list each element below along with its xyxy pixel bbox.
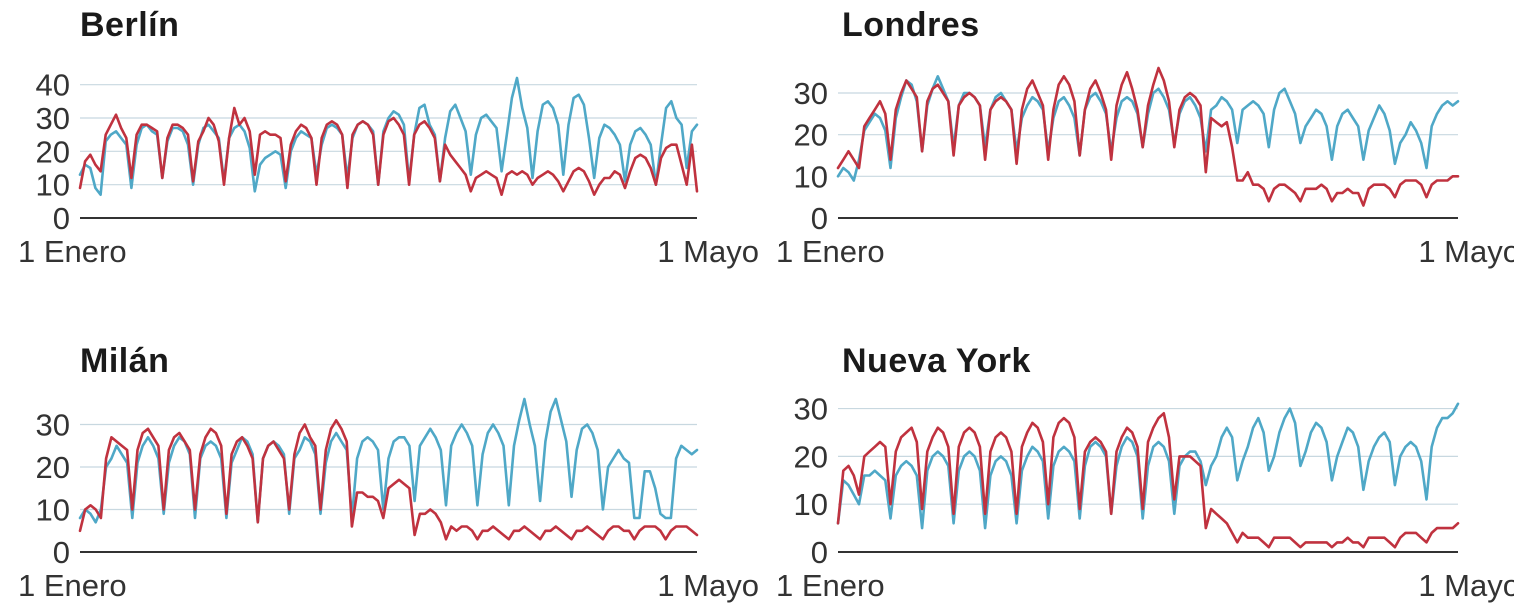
y-tick-label: 30 bbox=[794, 76, 828, 111]
series-line-blue bbox=[836, 402, 1460, 530]
x-tick-label-end: 1 Mayo bbox=[657, 234, 759, 269]
chart-plot: 0 10 20 30 1 Enero 1 Mayo bbox=[18, 397, 759, 603]
series-line-red bbox=[78, 419, 699, 541]
x-tick-label-start: 1 Enero bbox=[776, 234, 885, 269]
series-line-blue bbox=[78, 397, 699, 524]
y-tick-label: 0 bbox=[53, 201, 70, 236]
y-tick-label: 20 bbox=[36, 134, 70, 169]
y-tick-label: 10 bbox=[36, 168, 70, 203]
y-tick-label: 30 bbox=[36, 101, 70, 136]
x-tick-label-start: 1 Enero bbox=[18, 234, 127, 269]
y-tick-label: 20 bbox=[36, 450, 70, 485]
chart-plot: 0 10 20 30 1 Enero 1 Mayo bbox=[776, 66, 1514, 269]
chart-plot: 0 10 20 30 1 Enero 1 Mayo bbox=[776, 392, 1514, 603]
chart-title: Nueva York bbox=[842, 342, 1031, 380]
chart-panel-londres: Londres 0 10 20 30 1 Enero 1 Mayo bbox=[772, 0, 1514, 290]
y-tick-label: 0 bbox=[811, 201, 828, 236]
y-tick-label: 30 bbox=[36, 408, 70, 443]
chart-panel-nueva-york: Nueva York 0 10 20 30 1 Enero 1 Mayo bbox=[772, 290, 1514, 607]
y-tick-label: 20 bbox=[794, 118, 828, 153]
x-tick-label-end: 1 Mayo bbox=[1418, 234, 1514, 269]
y-tick-label: 0 bbox=[53, 535, 70, 570]
x-tick-label-start: 1 Enero bbox=[18, 568, 127, 603]
chart-panel-berlin: Berlín 0 10 20 30 40 1 Enero 1 Mayo bbox=[0, 0, 790, 290]
y-tick-label: 10 bbox=[794, 159, 828, 194]
series-line-red bbox=[836, 412, 1460, 549]
y-tick-label: 0 bbox=[811, 535, 828, 570]
x-tick-label-end: 1 Mayo bbox=[657, 568, 759, 603]
series-line-red bbox=[78, 106, 699, 196]
y-tick-label: 20 bbox=[794, 439, 828, 474]
x-tick-label-end: 1 Mayo bbox=[1418, 568, 1514, 603]
chart-title: Londres bbox=[842, 6, 980, 44]
chart-panel-milan: Milán 0 10 20 30 1 Enero 1 Mayo bbox=[0, 290, 790, 607]
chart-title: Milán bbox=[80, 342, 170, 380]
series-line-blue bbox=[78, 76, 699, 196]
x-tick-label-start: 1 Enero bbox=[776, 568, 885, 603]
y-tick-label: 40 bbox=[36, 68, 70, 103]
y-tick-label: 10 bbox=[794, 487, 828, 522]
series-line-red bbox=[836, 66, 1460, 207]
chart-title: Berlín bbox=[80, 6, 180, 44]
y-tick-label: 30 bbox=[794, 392, 828, 427]
y-tick-label: 10 bbox=[36, 493, 70, 528]
